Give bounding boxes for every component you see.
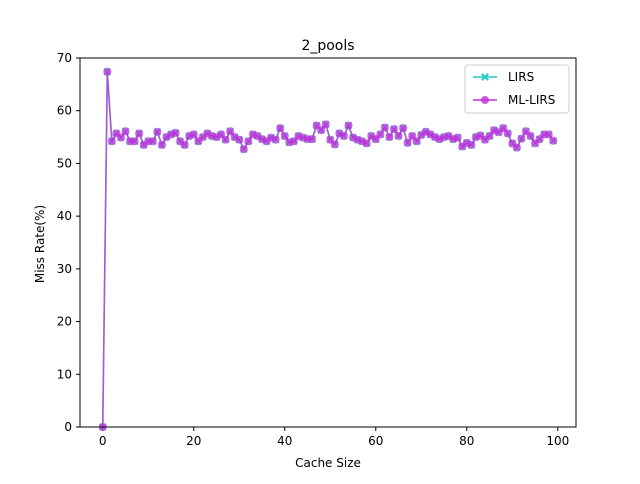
data-point-ml-lirs bbox=[376, 130, 385, 139]
x-tick-label: 60 bbox=[368, 434, 383, 448]
data-point-ml-lirs bbox=[130, 137, 139, 146]
data-point-ml-lirs bbox=[453, 133, 462, 142]
y-tick-label: 30 bbox=[57, 262, 72, 276]
data-point-ml-lirs bbox=[116, 133, 125, 142]
data-point-ml-lirs bbox=[217, 130, 226, 139]
data-point-ml-lirs bbox=[403, 138, 412, 147]
x-tick-label: 100 bbox=[546, 434, 569, 448]
data-point-ml-lirs bbox=[153, 127, 162, 136]
data-point-ml-lirs bbox=[544, 130, 553, 139]
data-point-ml-lirs bbox=[148, 137, 157, 146]
data-point-ml-lirs bbox=[385, 133, 394, 142]
data-point-ml-lirs bbox=[485, 132, 494, 141]
data-point-ml-lirs bbox=[180, 140, 189, 149]
data-point-ml-lirs bbox=[157, 140, 166, 149]
data-point-ml-lirs bbox=[226, 127, 235, 136]
legend-item-ml-lirs: ML-LIRS bbox=[473, 93, 555, 107]
data-point-ml-lirs bbox=[276, 124, 285, 133]
plot-series bbox=[98, 67, 558, 431]
legend: LIRS ML-LIRS bbox=[464, 64, 570, 114]
x-axis-label: Cache Size bbox=[295, 456, 361, 470]
data-point-ml-lirs bbox=[512, 143, 521, 152]
data-point-ml-lirs bbox=[271, 135, 280, 144]
x-tick-label: 40 bbox=[277, 434, 292, 448]
x-tick-label: 20 bbox=[186, 434, 201, 448]
chart-title: 2_pools bbox=[301, 38, 354, 54]
data-point-ml-lirs bbox=[317, 126, 326, 135]
data-point-ml-lirs bbox=[399, 124, 408, 133]
x-tick-label: 0 bbox=[99, 434, 107, 448]
data-point-ml-lirs bbox=[239, 145, 248, 154]
data-point-ml-lirs bbox=[330, 140, 339, 149]
legend-label: LIRS bbox=[508, 70, 534, 84]
data-point-ml-lirs bbox=[121, 127, 130, 136]
data-point-ml-lirs bbox=[503, 129, 512, 138]
data-point-ml-lirs bbox=[235, 135, 244, 144]
data-point-ml-lirs bbox=[171, 128, 180, 137]
data-point-ml-lirs bbox=[244, 137, 253, 146]
data-point-ml-lirs bbox=[389, 125, 398, 134]
data-point-ml-lirs bbox=[549, 136, 558, 145]
y-tick-label: 10 bbox=[57, 367, 72, 381]
data-point-ml-lirs bbox=[408, 132, 417, 141]
data-point-ml-lirs bbox=[380, 123, 389, 132]
legend-marker bbox=[481, 73, 489, 81]
data-point-ml-lirs bbox=[280, 132, 289, 141]
data-point-ml-lirs bbox=[289, 137, 298, 146]
data-point-ml-lirs bbox=[362, 139, 371, 148]
data-point-ml-lirs bbox=[308, 135, 317, 144]
data-point-ml-lirs bbox=[107, 137, 116, 146]
y-tick-label: 70 bbox=[57, 51, 72, 65]
data-point-ml-lirs bbox=[189, 130, 198, 139]
series-ml-lirs bbox=[98, 67, 558, 431]
data-point-ml-lirs bbox=[499, 124, 508, 133]
data-point-ml-lirs bbox=[467, 140, 476, 149]
legend-marker bbox=[481, 96, 489, 104]
y-tick-label: 40 bbox=[57, 209, 72, 223]
axis-ticks: 0 20 40 60 80 100 0 10 20 30 40 50 60 70 bbox=[57, 51, 570, 448]
y-tick-label: 0 bbox=[64, 420, 72, 434]
data-point-ml-lirs bbox=[321, 120, 330, 129]
x-tick-label: 80 bbox=[459, 434, 474, 448]
data-point-ml-lirs bbox=[103, 67, 112, 76]
plot-frame bbox=[79, 57, 577, 428]
data-point-ml-lirs bbox=[526, 132, 535, 141]
legend-label: ML-LIRS bbox=[508, 93, 555, 107]
data-point-ml-lirs bbox=[339, 132, 348, 141]
data-point-ml-lirs bbox=[344, 121, 353, 130]
y-tick-label: 20 bbox=[57, 315, 72, 329]
y-axis-label: Miss Rate(%) bbox=[33, 205, 47, 283]
y-tick-label: 60 bbox=[57, 104, 72, 118]
data-point-ml-lirs bbox=[221, 135, 230, 144]
data-point-ml-lirs bbox=[517, 134, 526, 143]
y-tick-label: 50 bbox=[57, 156, 72, 170]
data-point-ml-lirs bbox=[135, 129, 144, 138]
data-point-ml-lirs bbox=[412, 137, 421, 146]
data-point-ml-lirs bbox=[394, 132, 403, 141]
legend-item-lirs: LIRS bbox=[473, 70, 534, 84]
